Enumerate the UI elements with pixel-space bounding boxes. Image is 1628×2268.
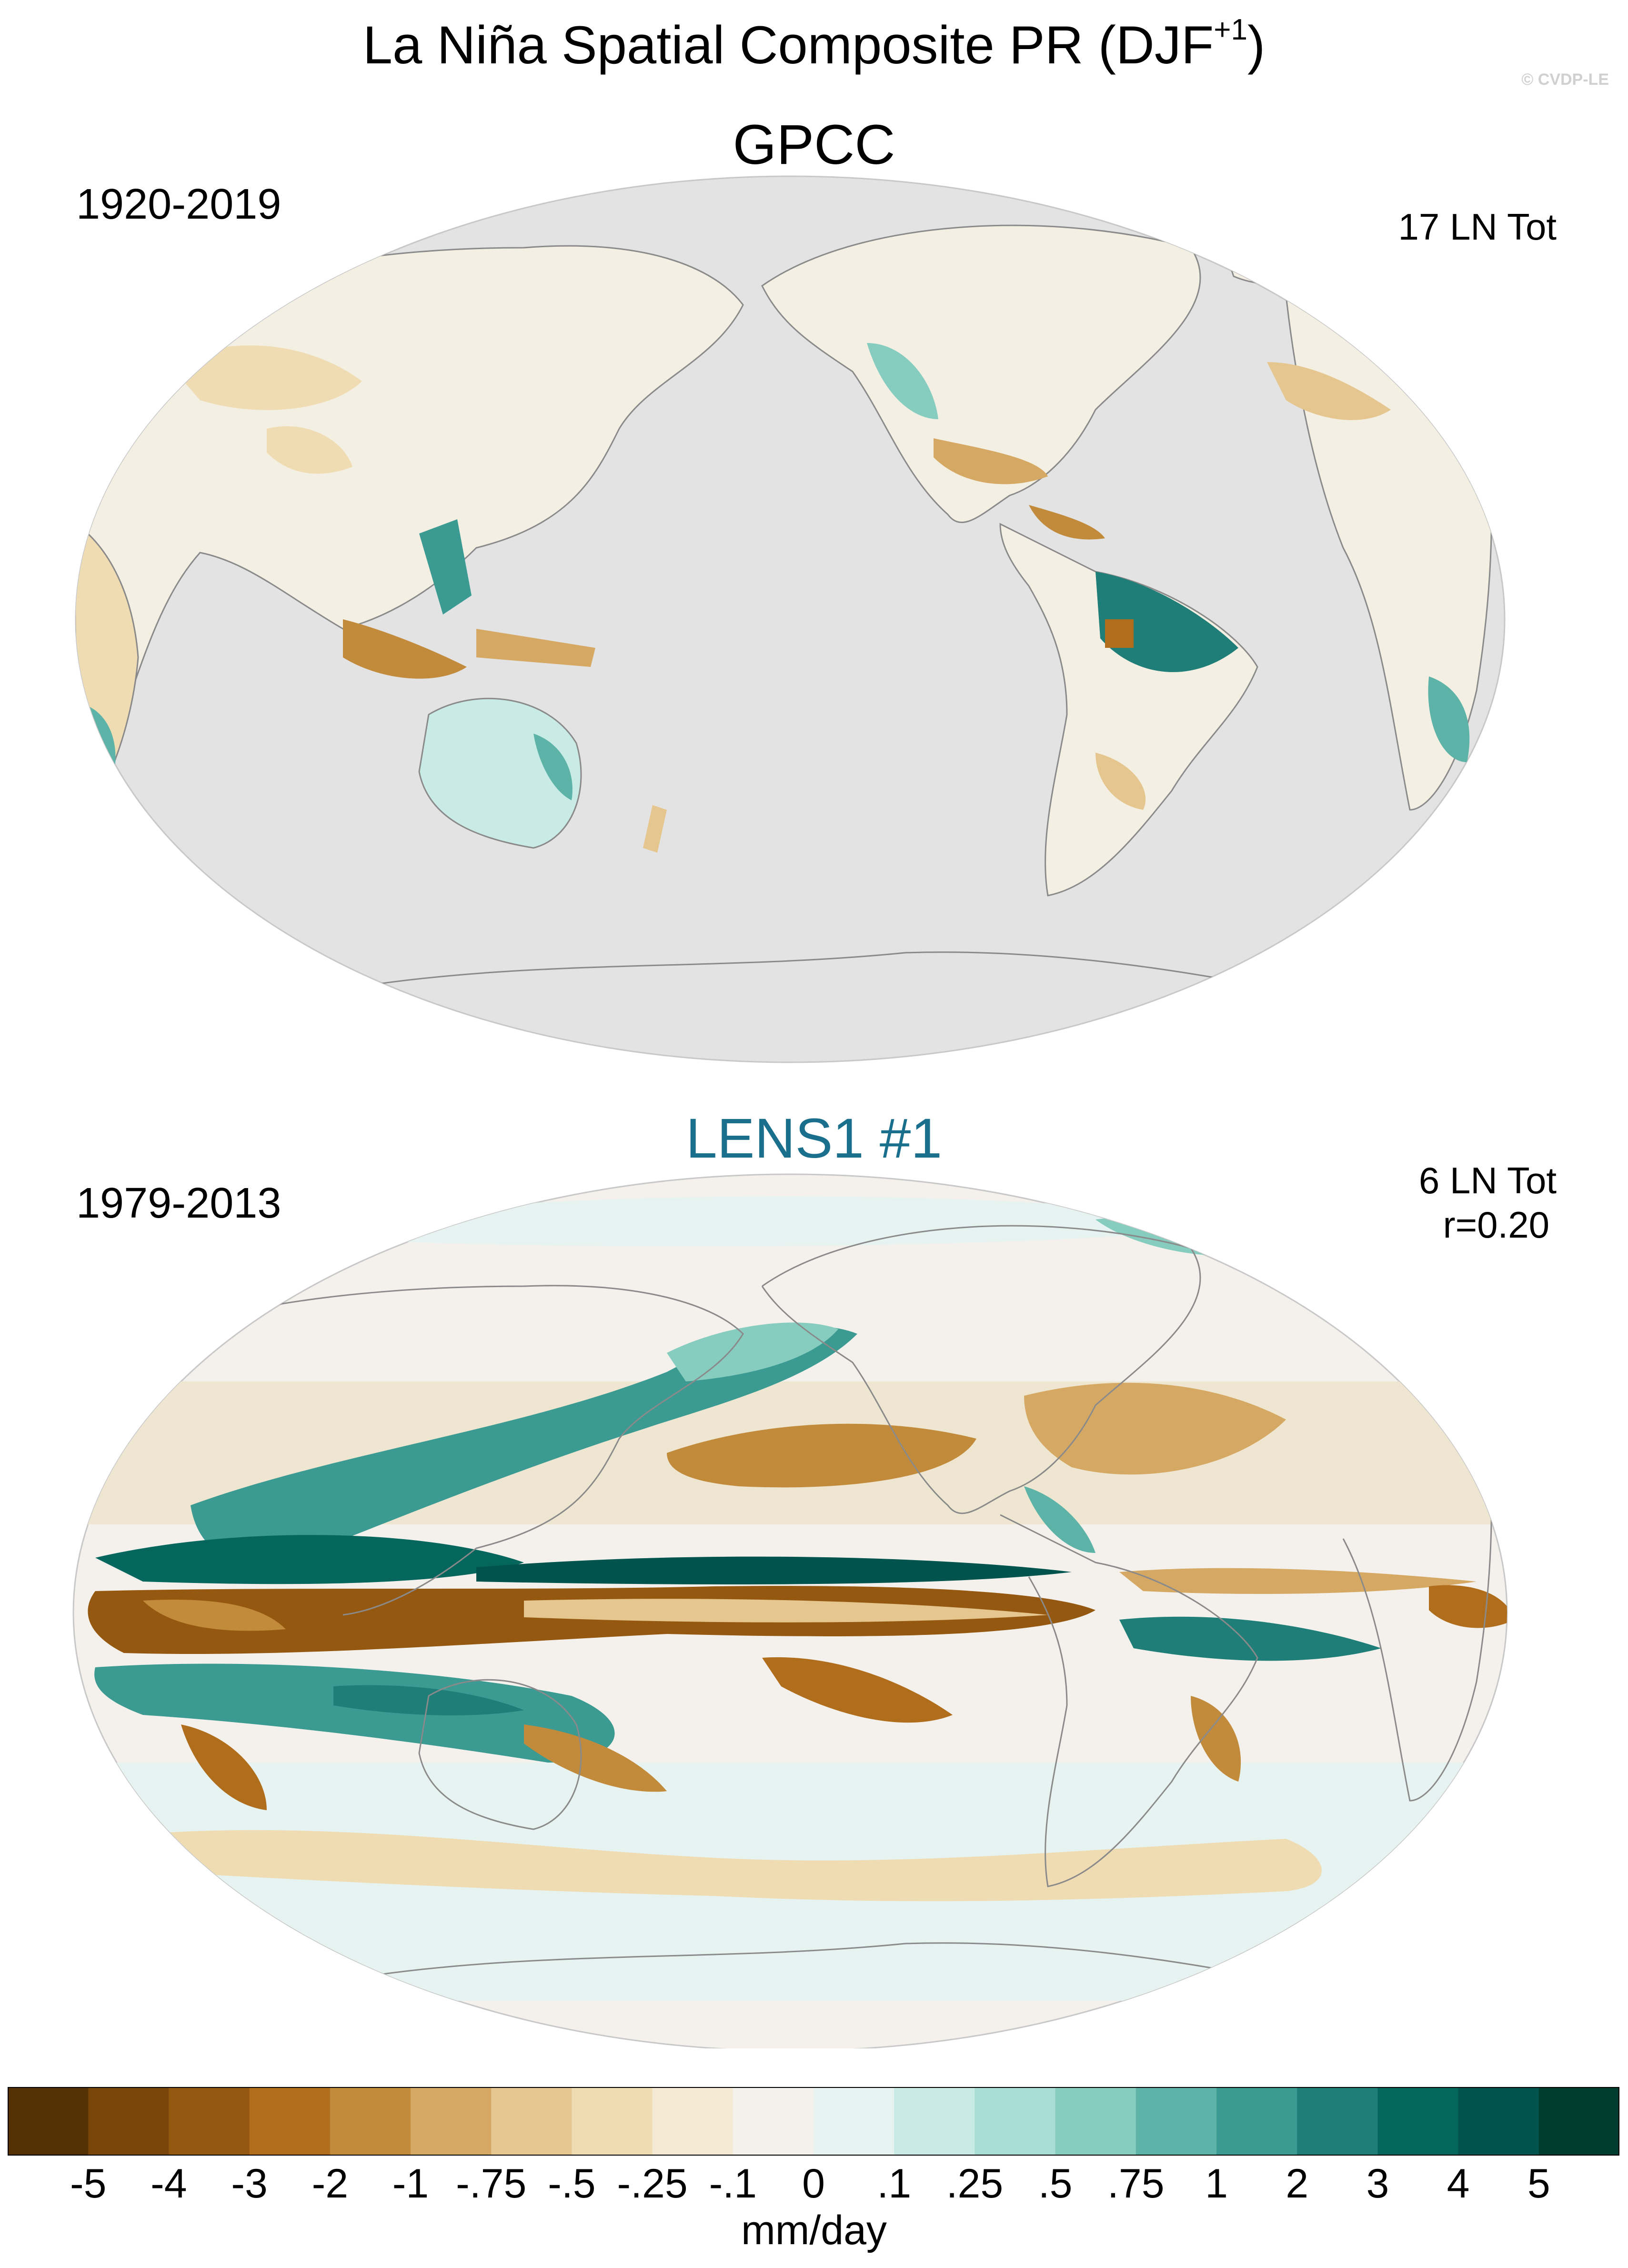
colorbar-swatch bbox=[1216, 2087, 1297, 2156]
colorbar-swatch bbox=[1136, 2087, 1217, 2156]
colorbar-swatch bbox=[1377, 2087, 1459, 2156]
colorbar-tick-label: .25 bbox=[946, 2161, 1004, 2207]
colorbar-tick-label: 4 bbox=[1447, 2161, 1470, 2207]
colorbar-swatch bbox=[894, 2087, 975, 2156]
panel-title-gpcc: GPCC bbox=[733, 113, 895, 176]
colorbar-tick-label: .75 bbox=[1107, 2161, 1165, 2207]
title-suffix: ) bbox=[1247, 15, 1266, 75]
event-count-gpcc: 17 LN Tot bbox=[1398, 206, 1557, 248]
watermark: © CVDP-LE bbox=[1521, 71, 1609, 89]
colorbar-swatch bbox=[8, 2087, 89, 2156]
main-title: La Niña Spatial Composite PR (DJF+1) bbox=[0, 13, 1628, 76]
correlation-lens: r=0.20 bbox=[1443, 1204, 1549, 1246]
colorbar-units: mm/day bbox=[741, 2208, 887, 2253]
colorbar-tick-label: -2 bbox=[312, 2161, 349, 2207]
colorbar-tick-label: .5 bbox=[1038, 2161, 1073, 2207]
colorbar bbox=[8, 2087, 1619, 2156]
years-gpcc: 1920-2019 bbox=[76, 181, 281, 228]
colorbar-tick-label: -4 bbox=[151, 2161, 187, 2207]
colorbar-tick-labels: -5 -4 -3 -2 -1 -.75 -.5 -.25 -.1 0 .1 .25 .5 .75 1 2 3 4 5 bbox=[8, 2160, 1619, 2208]
colorbar-swatch bbox=[88, 2087, 169, 2156]
colorbar-tick-label: 2 bbox=[1286, 2161, 1309, 2207]
colorbar-tick-label: -.1 bbox=[709, 2161, 757, 2207]
colorbar-tick-label: .1 bbox=[877, 2161, 912, 2207]
panel-title-lens: LENS1 #1 bbox=[686, 1107, 942, 1170]
colorbar-swatch bbox=[652, 2087, 734, 2156]
colorbar-tick-label: -3 bbox=[231, 2161, 268, 2207]
colorbar-tick-label: -1 bbox=[392, 2161, 429, 2207]
colorbar-swatch bbox=[411, 2087, 492, 2156]
colorbar-tick-label: 3 bbox=[1366, 2161, 1389, 2207]
colorbar-swatch bbox=[169, 2087, 250, 2156]
colorbar-swatch bbox=[1055, 2087, 1136, 2156]
colorbar-tick-label: 5 bbox=[1527, 2161, 1550, 2207]
colorbar-swatch bbox=[572, 2087, 653, 2156]
colorbar-tick-label: 1 bbox=[1205, 2161, 1228, 2207]
title-superscript: +1 bbox=[1214, 13, 1247, 46]
map-gpcc bbox=[75, 175, 1506, 1063]
map-lens bbox=[72, 1173, 1508, 2048]
colorbar-swatch bbox=[975, 2087, 1056, 2156]
colorbar-swatch bbox=[1538, 2087, 1619, 2156]
colorbar-tick-label: -.75 bbox=[456, 2161, 527, 2207]
colorbar-tick-label: 0 bbox=[802, 2161, 825, 2207]
colorbar-tick-label: -.25 bbox=[617, 2161, 688, 2207]
colorbar-swatch bbox=[1297, 2087, 1378, 2156]
colorbar-swatch bbox=[814, 2087, 894, 2156]
colorbar-tick-label: -5 bbox=[70, 2161, 107, 2207]
title-prefix: La Niña Spatial Composite PR (DJF bbox=[362, 15, 1214, 75]
colorbar-swatch bbox=[733, 2087, 814, 2156]
years-lens: 1979-2013 bbox=[76, 1179, 281, 1227]
colorbar-swatch bbox=[491, 2087, 572, 2156]
colorbar-swatch bbox=[249, 2087, 331, 2156]
colorbar-swatch bbox=[1458, 2087, 1539, 2156]
colorbar-swatch bbox=[330, 2087, 411, 2156]
colorbar-tick-label: -.5 bbox=[548, 2161, 596, 2207]
event-count-lens: 6 LN Tot bbox=[1418, 1159, 1557, 1201]
